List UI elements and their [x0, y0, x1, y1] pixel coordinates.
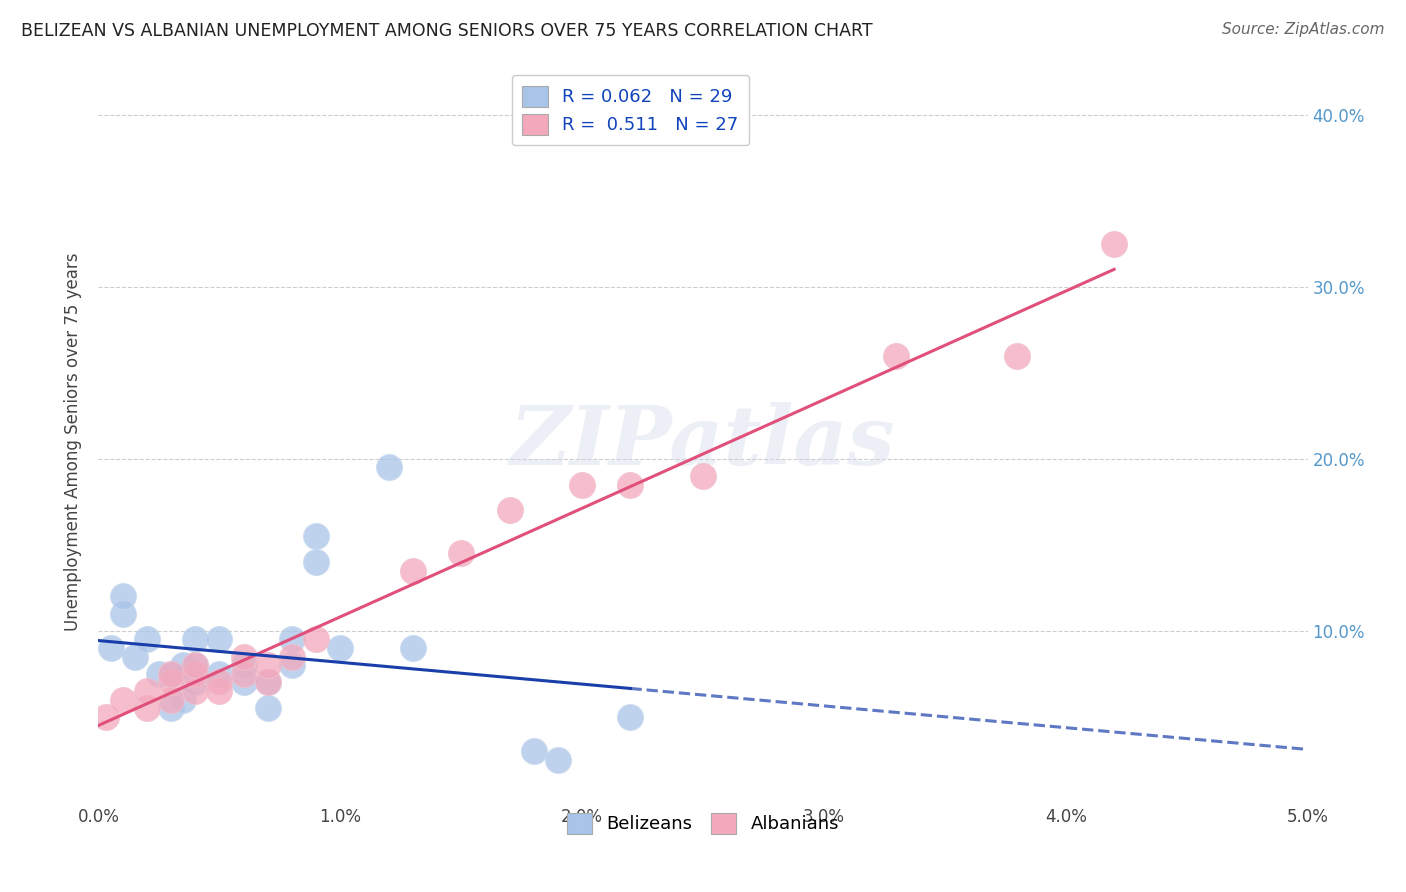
Point	[184, 658, 207, 673]
Point	[571, 477, 593, 491]
Point	[256, 701, 278, 715]
Text: BELIZEAN VS ALBANIAN UNEMPLOYMENT AMONG SENIORS OVER 75 YEARS CORRELATION CHART: BELIZEAN VS ALBANIAN UNEMPLOYMENT AMONG …	[21, 22, 873, 40]
Point	[281, 658, 304, 673]
Point	[232, 658, 254, 673]
Y-axis label: Unemployment Among Seniors over 75 years: Unemployment Among Seniors over 75 years	[65, 252, 83, 631]
Point	[160, 692, 183, 706]
Point	[402, 564, 425, 578]
Point	[184, 684, 207, 698]
Point	[208, 675, 231, 690]
Point	[281, 632, 304, 647]
Point	[94, 710, 117, 724]
Point	[184, 666, 207, 681]
Point	[184, 632, 207, 647]
Point	[135, 684, 157, 698]
Point	[184, 658, 207, 673]
Point	[135, 632, 157, 647]
Point	[619, 710, 641, 724]
Point	[172, 658, 194, 673]
Point	[160, 701, 183, 715]
Point	[111, 607, 134, 621]
Point	[160, 666, 183, 681]
Point	[208, 684, 231, 698]
Point	[232, 675, 254, 690]
Point	[547, 753, 569, 767]
Text: Source: ZipAtlas.com: Source: ZipAtlas.com	[1222, 22, 1385, 37]
Text: ZIPatlas: ZIPatlas	[510, 401, 896, 482]
Point	[498, 503, 520, 517]
Legend: Belizeans, Albanians: Belizeans, Albanians	[557, 802, 849, 845]
Point	[111, 590, 134, 604]
Point	[184, 675, 207, 690]
Point	[256, 675, 278, 690]
Point	[124, 649, 146, 664]
Point	[135, 701, 157, 715]
Point	[692, 469, 714, 483]
Point	[256, 658, 278, 673]
Point	[160, 675, 183, 690]
Point	[208, 666, 231, 681]
Point	[619, 477, 641, 491]
Point	[100, 640, 122, 655]
Point	[160, 666, 183, 681]
Point	[523, 744, 546, 758]
Point	[305, 529, 328, 543]
Point	[402, 640, 425, 655]
Point	[1007, 349, 1029, 363]
Point	[1102, 236, 1125, 251]
Point	[148, 666, 170, 681]
Point	[111, 692, 134, 706]
Point	[450, 546, 472, 560]
Point	[256, 675, 278, 690]
Point	[305, 555, 328, 569]
Point	[208, 632, 231, 647]
Point	[329, 640, 352, 655]
Point	[232, 649, 254, 664]
Point	[232, 666, 254, 681]
Point	[886, 349, 908, 363]
Point	[377, 460, 399, 475]
Point	[172, 692, 194, 706]
Point	[281, 649, 304, 664]
Point	[305, 632, 328, 647]
